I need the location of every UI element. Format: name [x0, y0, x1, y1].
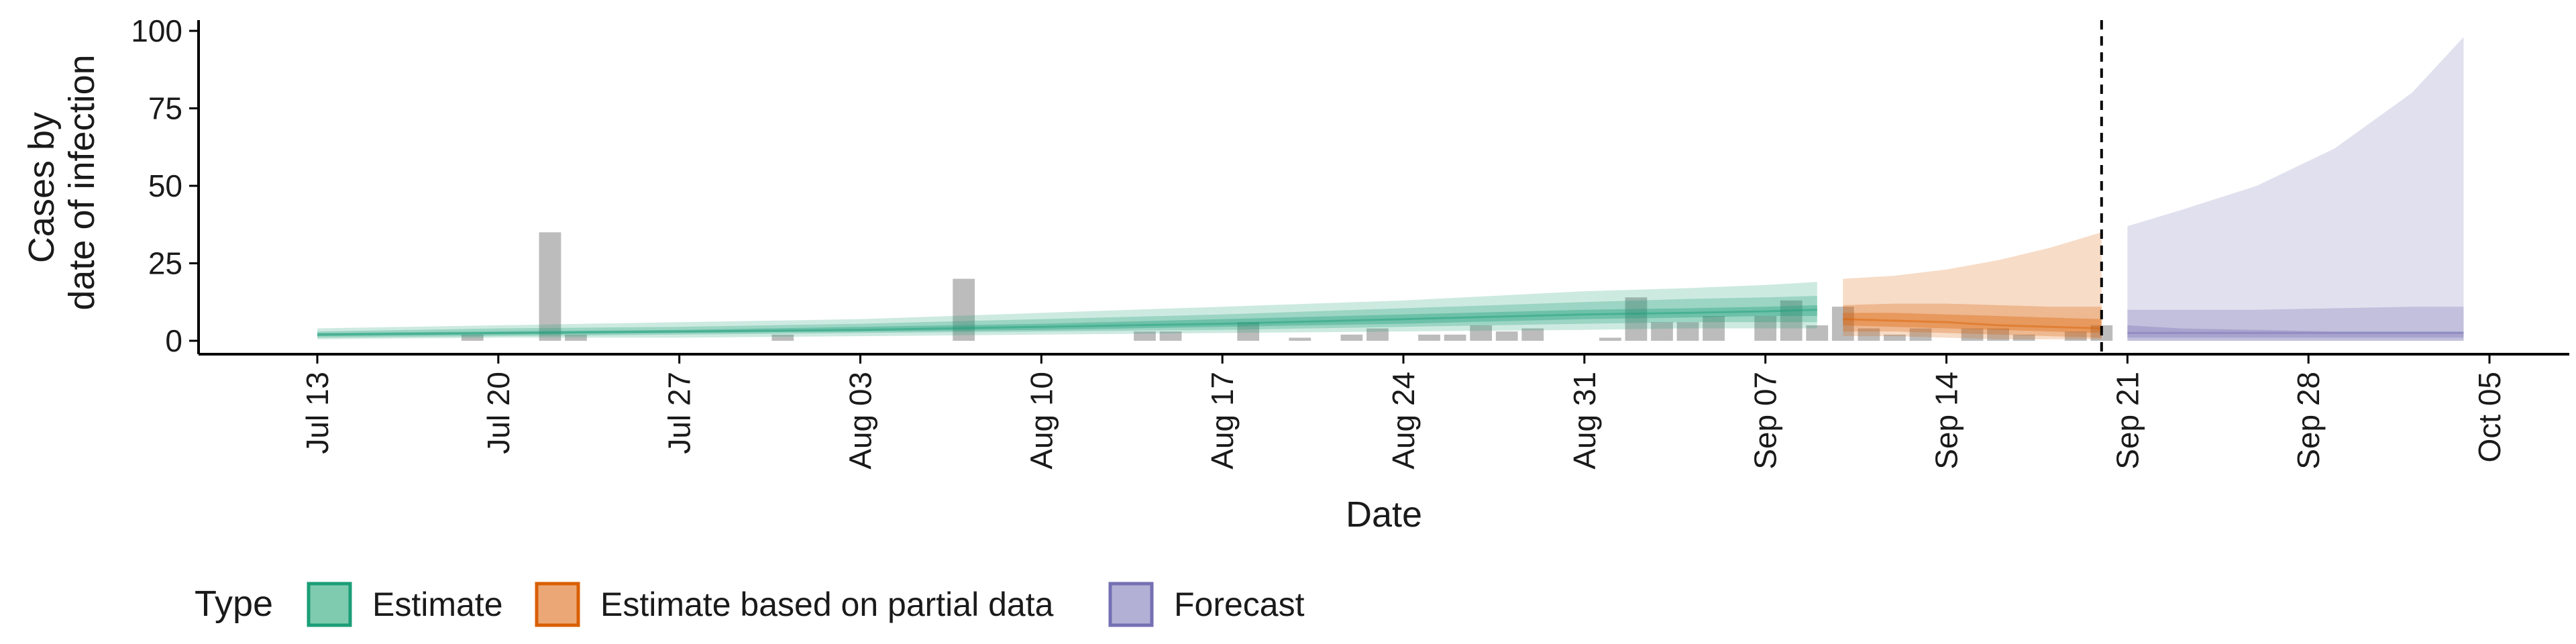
y-axis-ticks: 0 25 50 75 100 [131, 13, 199, 358]
observed-cases-bar [1909, 328, 1932, 341]
observed-cases-bar [1495, 331, 1518, 341]
observed-cases-bar [1806, 325, 1829, 341]
series-1 [1843, 232, 2102, 339]
estimate-bands [317, 37, 2464, 341]
observed-cases-bar [539, 232, 561, 341]
observed-cases-bar [1831, 307, 1854, 341]
x-tick-label: Sep 21 [2110, 372, 2145, 470]
y-axis-title: Cases by date of infection [21, 54, 102, 310]
y-axis-title-line-2: date of infection [62, 54, 102, 310]
x-axis-title: Date [1346, 494, 1422, 535]
x-tick-label: Jul 20 [481, 372, 516, 454]
observed-cases-bar [1884, 334, 1906, 341]
legend-swatch [535, 582, 580, 627]
series-1-outer-band [1843, 232, 2102, 339]
series-1-median-line [1843, 318, 2102, 329]
series-2 [2127, 37, 2464, 341]
legend-label: Estimate [372, 586, 503, 623]
series-0-inner-band [317, 305, 1817, 337]
observed-cases-bar [1418, 334, 1440, 341]
y-tick-label: 75 [148, 91, 182, 126]
x-tick-label: Aug 10 [1024, 372, 1059, 470]
observed-cases-bar [1470, 325, 1493, 341]
observed-cases-bar [1651, 322, 1673, 341]
observed-cases-bars [461, 232, 2113, 341]
observed-cases-bar [1961, 328, 1984, 341]
x-tick-label: Aug 03 [843, 372, 878, 470]
x-tick-label: Aug 31 [1567, 372, 1602, 470]
observed-cases-bar [1444, 334, 1466, 341]
series-0-mid-band [317, 296, 1817, 338]
legend-label: Estimate based on partial data [600, 586, 1054, 623]
observed-cases-bar [1599, 337, 1621, 341]
series-1-inner-band [1843, 313, 2102, 333]
observed-cases-bar [1625, 297, 1648, 341]
observed-cases-bar [1289, 337, 1311, 341]
legend: Type Estimate Estimate based on partial d… [195, 582, 1305, 627]
observed-cases-bar [1703, 316, 1725, 341]
y-tick-label: 25 [148, 246, 182, 281]
x-tick-label: Jul 13 [300, 372, 335, 454]
observed-cases-bar [1676, 322, 1699, 341]
observed-cases-bar [461, 334, 484, 341]
y-tick-label: 100 [131, 13, 182, 48]
series-0-outer-band [317, 282, 1817, 339]
legend-entries: Estimate Estimate based on partial data Fo… [307, 582, 1305, 627]
observed-cases-bar [1858, 328, 1880, 341]
legend-swatch [307, 582, 352, 627]
observed-cases-bar [2064, 331, 2087, 341]
axes [197, 20, 2569, 356]
series-1-mid-band [1843, 303, 2102, 338]
observed-cases-bar [1340, 334, 1363, 341]
x-tick-label: Sep 14 [1929, 372, 1964, 470]
observed-cases-bar [1366, 328, 1389, 341]
y-tick-label: 0 [165, 323, 182, 358]
y-tick-label: 50 [148, 168, 182, 203]
series-0-median-line [317, 309, 1817, 336]
x-tick-label: Aug 17 [1205, 372, 1240, 470]
observed-cases-bar [1159, 331, 1182, 341]
observed-cases-bar [1134, 331, 1156, 341]
series-0 [317, 282, 1817, 339]
observed-cases-bar [1780, 300, 1803, 341]
observed-cases-bar [565, 334, 587, 341]
series-2-inner-band [2127, 325, 2464, 338]
series-2-outer-band [2127, 37, 2464, 341]
legend-label: Forecast [1174, 586, 1305, 623]
observed-cases-bar [1754, 316, 1777, 341]
legend-swatch [1108, 582, 1154, 627]
series-2-mid-band [2127, 307, 2464, 341]
observed-cases-bar [1521, 328, 1544, 341]
y-axis-title-line-1: Cases by [21, 112, 62, 263]
x-tick-label: Sep 28 [2291, 372, 2326, 470]
observed-cases-bar [2012, 334, 2035, 341]
x-tick-label: Jul 27 [662, 372, 697, 454]
x-tick-label: Aug 24 [1386, 372, 1421, 470]
observed-cases-bar [1987, 328, 2009, 341]
observed-cases-bar [771, 334, 794, 341]
legend-title: Type [195, 584, 273, 624]
x-axis-ticks: Jul 13 Jul 20 Jul 27 Aug 03 Aug 10 Aug 17 Aug … [300, 354, 2507, 470]
x-tick-label: Oct 05 [2472, 372, 2507, 463]
observed-cases-bar [1237, 322, 1260, 341]
observed-cases-bar [953, 278, 975, 341]
x-tick-label: Sep 07 [1748, 372, 1783, 470]
